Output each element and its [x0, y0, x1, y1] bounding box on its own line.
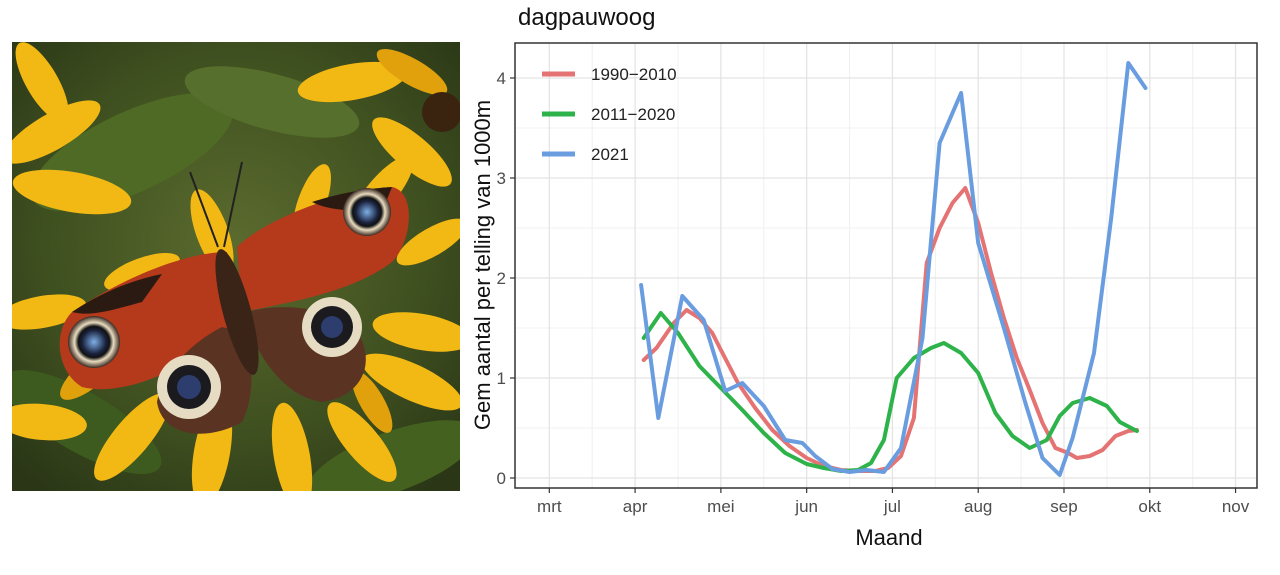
legend-label: 2021: [591, 145, 629, 164]
series-lines: [639, 61, 1148, 477]
peacock-butterfly-icon: [12, 42, 460, 491]
x-tick-label: nov: [1222, 497, 1250, 516]
x-tick-label: okt: [1138, 497, 1161, 516]
x-tick-label: jun: [794, 497, 818, 516]
x-tick-label: sep: [1050, 497, 1077, 516]
y-axis: 0 1 2 3 4: [497, 69, 515, 488]
chart-title: dagpauwoog: [518, 4, 655, 31]
butterfly-photo: [12, 42, 460, 491]
x-axis-title: Maand: [855, 525, 922, 550]
legend-label: 1990−2010: [591, 65, 677, 84]
x-tick-label: mei: [707, 497, 734, 516]
y-tick-label: 2: [497, 269, 506, 288]
plot-area: [515, 43, 1257, 488]
legend: 1990−2010 2011−2020 2021: [542, 65, 677, 164]
y-axis-title: Gem aantal per telling van 1000m: [470, 100, 495, 430]
x-tick-label: aug: [964, 497, 992, 516]
x-axis: mrt apr mei jun jul aug sep okt nov: [537, 488, 1250, 516]
series-line-1: [641, 311, 1139, 473]
series-line-2: [639, 61, 1148, 477]
y-tick-label: 0: [497, 469, 506, 488]
legend-label: 2011−2020: [591, 105, 675, 124]
x-tick-label: jul: [883, 497, 901, 516]
x-tick-label: mrt: [537, 497, 562, 516]
y-tick-label: 1: [497, 369, 506, 388]
y-tick-label: 4: [497, 69, 506, 88]
grid-major: [515, 43, 1257, 488]
plot-border: [514, 42, 1258, 489]
x-tick-label: apr: [623, 497, 648, 516]
y-tick-label: 3: [497, 169, 506, 188]
grid-minor: [515, 43, 1257, 488]
